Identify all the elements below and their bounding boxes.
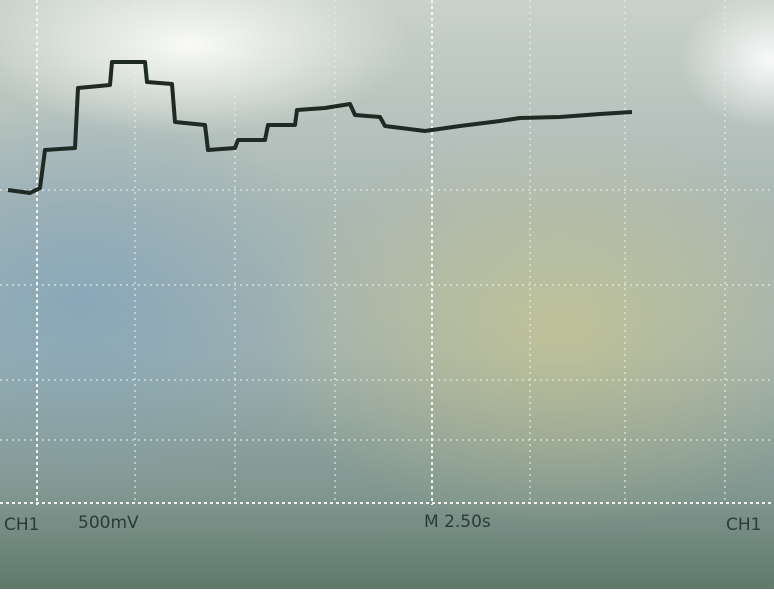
graticule [0,0,774,503]
volts-per-div: 500mV [78,513,139,533]
right-channel-label: CH1 [726,515,761,535]
axes [0,0,774,505]
channel-label: CH1 [4,515,39,535]
waveform-trace [7,60,633,195]
timebase: M 2.50s [424,512,491,532]
